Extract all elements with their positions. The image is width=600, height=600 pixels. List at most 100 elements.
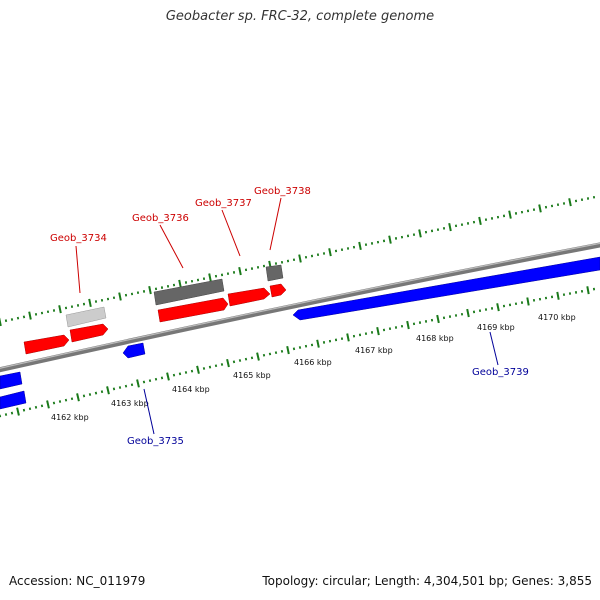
minor-tick (232, 360, 236, 364)
tick-label: 4167 kbp (355, 346, 393, 355)
pseudogene-feature[interactable] (65, 306, 107, 328)
tick-label: 4162 kbp (51, 413, 89, 422)
minor-tick (124, 384, 128, 388)
minor-tick (52, 401, 56, 405)
gene-arrow-reverse[interactable] (0, 371, 23, 390)
major-tick (178, 279, 182, 288)
minor-tick (88, 393, 92, 396)
major-tick (508, 210, 512, 219)
major-tick (286, 345, 290, 355)
minor-tick (142, 380, 146, 384)
major-tick (196, 365, 200, 374)
minor-tick (202, 367, 206, 370)
minor-tick (292, 347, 296, 351)
major-tick (298, 254, 302, 263)
minor-tick (112, 387, 116, 391)
tick-label: 4170 kbp (538, 313, 576, 322)
minor-tick (262, 353, 266, 357)
major-tick (0, 317, 2, 327)
gene-label-geob-3735[interactable]: Geob_3735 (127, 436, 184, 447)
minor-tick (148, 379, 152, 383)
major-tick (466, 308, 470, 318)
tick-label: 4166 kbp (294, 358, 332, 367)
major-tick (106, 386, 110, 395)
major-tick (496, 303, 500, 312)
major-tick (526, 297, 530, 306)
gene-arrow-forward[interactable] (69, 323, 109, 343)
major-tick (238, 266, 242, 276)
label-leader-line (75, 245, 81, 294)
minor-tick (70, 397, 74, 401)
gene-arrow-reverse[interactable] (292, 256, 600, 321)
major-tick (538, 204, 542, 213)
minor-tick (244, 357, 248, 361)
major-tick (226, 358, 230, 368)
minor-tick (238, 359, 242, 362)
gene-arrow-forward[interactable] (157, 297, 229, 323)
tick-label: 4168 kbp (416, 334, 454, 343)
major-tick (28, 311, 32, 320)
major-tick (16, 407, 20, 416)
minor-tick (250, 356, 254, 360)
minor-tick (172, 373, 176, 377)
label-leader-line (489, 331, 499, 366)
label-leader-line (269, 197, 282, 251)
tick-label: 4163 kbp (111, 399, 149, 408)
gene-label-geob-3738[interactable]: Geob_3738 (254, 186, 311, 197)
label-leader-line (159, 224, 184, 269)
major-tick (358, 241, 362, 251)
label-leader-line (143, 388, 155, 435)
tick-label: 4169 kbp (477, 323, 515, 332)
major-tick (406, 320, 410, 330)
genome-backbone (0, 242, 600, 373)
major-tick (346, 333, 350, 342)
major-tick (436, 314, 440, 324)
major-tick (148, 285, 152, 295)
major-tick (448, 222, 452, 232)
pseudogene-feature[interactable] (265, 264, 284, 282)
minor-tick (214, 364, 218, 368)
major-tick (586, 286, 590, 295)
minor-tick (274, 351, 278, 355)
major-tick (256, 352, 260, 361)
major-tick (388, 235, 392, 244)
gene-arrow-forward[interactable] (269, 283, 287, 298)
tick-label: 4164 kbp (172, 385, 210, 394)
minor-tick (100, 390, 104, 394)
minor-tick (298, 346, 302, 349)
minor-tick (22, 408, 26, 412)
minor-tick (22, 315, 26, 319)
gene-label-geob-3736[interactable]: Geob_3736 (132, 213, 189, 224)
minor-tick (28, 407, 32, 411)
gene-label-geob-3739[interactable]: Geob_3739 (472, 367, 529, 378)
gene-arrow-reverse[interactable] (0, 390, 27, 410)
accession-text: Accession: NC_011979 (9, 574, 146, 588)
minor-tick (280, 349, 284, 353)
minor-tick (58, 400, 62, 403)
major-tick (418, 229, 422, 238)
minor-tick (16, 316, 20, 320)
major-tick (328, 248, 332, 257)
gene-label-geob-3737[interactable]: Geob_3737 (195, 198, 252, 209)
minor-tick (268, 352, 272, 356)
minor-tick (220, 363, 224, 366)
gene-arrow-forward[interactable] (227, 287, 271, 307)
minor-tick (64, 398, 68, 402)
tick-label: 4165 kbp (233, 371, 271, 380)
gene-arrow-forward[interactable] (23, 334, 70, 355)
minor-tick (154, 377, 158, 381)
major-tick (88, 298, 92, 307)
inner-tick-ring (0, 286, 596, 418)
minor-tick (118, 386, 122, 389)
minor-tick (34, 405, 38, 409)
genome-backbone-highlight (0, 242, 600, 369)
pseudogene-feature[interactable] (153, 278, 225, 306)
major-tick (118, 292, 122, 301)
minor-tick (4, 319, 8, 323)
label-leader-line (221, 209, 241, 257)
gene-arrow-reverse[interactable] (122, 342, 146, 359)
genome-summary-text: Topology: circular; Length: 4,304,501 bp… (262, 574, 592, 588)
minor-tick (160, 376, 164, 380)
gene-label-geob-3734[interactable]: Geob_3734 (50, 233, 107, 244)
